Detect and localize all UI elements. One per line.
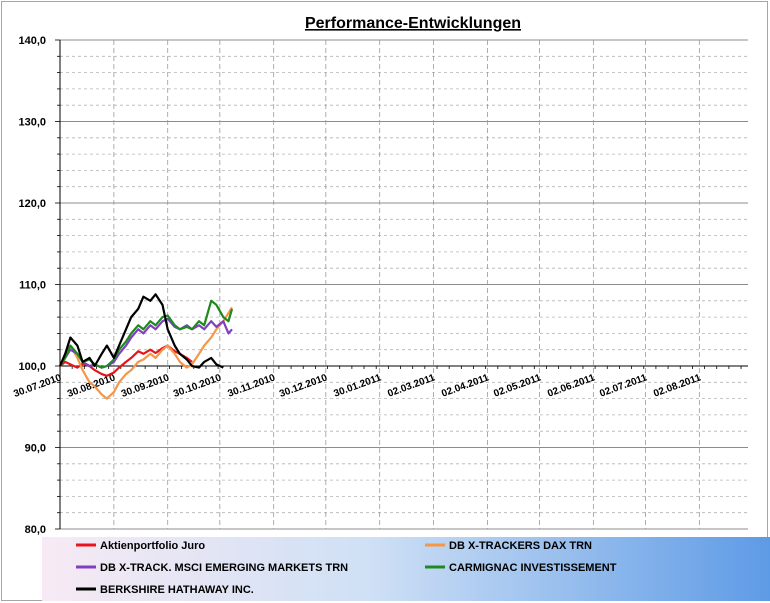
y-tick-label: 100,0 (18, 361, 46, 373)
series-line (59, 317, 233, 369)
y-axis-ticks: 80,0 90,0 100,0 110,0 120,0 130,0 140,0 (18, 35, 46, 536)
y-tick-label: 80,0 (25, 524, 46, 536)
chart-title: Performance-Entwicklungen (305, 15, 521, 32)
legend: Aktienportfolio Juro DB X-TRACKERS DAX TR… (76, 540, 617, 596)
legend-label: DB X-TRACK. MSCI EMERGING MARKETS TRN (100, 562, 348, 574)
y-tick-label: 140,0 (18, 35, 46, 47)
legend-label: DB X-TRACKERS DAX TRN (449, 540, 592, 552)
y-tick-label: 130,0 (18, 117, 46, 129)
y-tick-label: 90,0 (25, 443, 46, 455)
y-tick-label: 110,0 (19, 280, 46, 292)
legend-box (42, 537, 770, 601)
series-line (58, 306, 233, 400)
series-line (59, 299, 234, 369)
y-tick-label: 120,0 (18, 198, 46, 210)
series-lines (58, 293, 234, 400)
legend-label: CARMIGNAC INVESTISSEMENT (449, 562, 617, 574)
legend-label: BERKSHIRE HATHAWAY INC. (100, 584, 254, 596)
series-line (58, 293, 224, 369)
legend-label: Aktienportfolio Juro (100, 540, 205, 552)
